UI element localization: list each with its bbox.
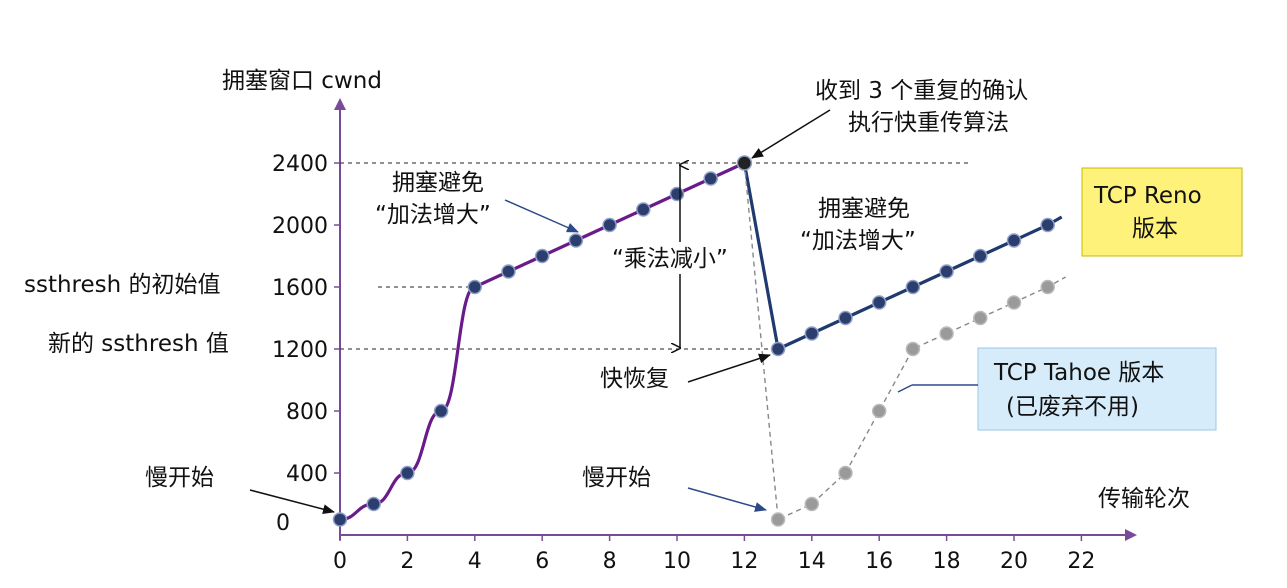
- y-tick-label: 2000: [272, 214, 328, 239]
- ca2-line1: 拥塞避免: [818, 196, 910, 222]
- series-line-2: [743, 162, 1067, 521]
- data-point: [736, 155, 753, 171]
- data-point: [939, 326, 954, 341]
- y-tick-label: 400: [286, 462, 328, 487]
- data-point: [703, 171, 718, 186]
- fast-recovery-arrow: [687, 353, 771, 383]
- data-point: [1040, 217, 1055, 233]
- dupack-line1: 收到 3 个重复的确认: [815, 78, 1028, 104]
- tahoe-box: [977, 347, 1217, 431]
- data-point: [501, 264, 516, 279]
- dupack-line2: 执行快重传算法: [848, 110, 1009, 136]
- slow-start-arrow-1: [249, 489, 335, 515]
- x-tick-label: 10: [663, 549, 691, 574]
- reference-lines: [340, 162, 972, 350]
- y-tick-label: 0: [276, 511, 290, 536]
- x-tick-label: 16: [865, 549, 893, 574]
- reno-line2: 版本: [1132, 216, 1178, 242]
- data-point: [939, 264, 954, 279]
- x-tick-label: 18: [933, 549, 961, 574]
- data-point: [602, 217, 617, 233]
- y-tick-label: 1200: [272, 338, 328, 363]
- y-axis-label: 拥塞窗口 cwnd: [222, 68, 382, 94]
- x-tick-label: 20: [1000, 549, 1028, 574]
- y-tick-label: 1600: [272, 276, 328, 301]
- data-point: [433, 403, 449, 419]
- data-point: [1006, 295, 1022, 310]
- ssthresh-new-label: 新的 ssthresh 值: [48, 331, 229, 357]
- slow-start-label-2: 慢开始: [582, 465, 651, 491]
- data-point: [905, 279, 921, 295]
- data-point: [905, 341, 921, 357]
- ca2-line2: “加法增大”: [800, 228, 916, 254]
- ssthresh-initial-label: ssthresh 的初始值: [24, 272, 221, 298]
- x-tick-label: 0: [333, 549, 347, 574]
- y-tick-label: 2400: [272, 152, 328, 177]
- data-point: [366, 496, 381, 512]
- slow-start-arrow-2: [687, 487, 767, 512]
- data-point: [838, 465, 853, 481]
- data-point: [400, 465, 415, 481]
- tahoe-line1: TCP Tahoe 版本: [993, 360, 1164, 386]
- reno-line1: TCP Reno: [1093, 183, 1202, 209]
- data-point: [973, 310, 988, 326]
- data-point: [534, 248, 550, 264]
- x-tick-label: 2: [400, 549, 414, 574]
- x-tick-label: 4: [468, 549, 482, 574]
- ca1-line2: “加法增大”: [375, 202, 491, 228]
- series-points: [332, 155, 1055, 527]
- x-tick-label: 8: [603, 549, 617, 574]
- data-point: [973, 248, 988, 264]
- slow-start-label-1: 慢开始: [145, 465, 214, 491]
- data-point: [332, 512, 348, 527]
- data-point: [804, 326, 820, 341]
- tahoe-line2: (已废弃不用): [1006, 394, 1139, 420]
- x-tick-label: 12: [730, 549, 758, 574]
- x-axis-label: 传输轮次: [1098, 486, 1190, 512]
- series-line-1: [742, 162, 1063, 352]
- data-point: [770, 512, 786, 527]
- x-ticks: 0 2 4 6 8 10 12 14 16 18 20 22: [333, 535, 1095, 574]
- data-point: [1006, 233, 1022, 248]
- data-point: [871, 295, 887, 310]
- y-ticks: 0 400 800 1200 1600 2000 2400: [272, 152, 340, 536]
- data-point: [636, 202, 651, 217]
- reno-box: [1081, 167, 1243, 257]
- dupack-arrow: [751, 109, 831, 159]
- data-point: [1040, 279, 1055, 295]
- data-point: [838, 310, 853, 326]
- fast-recovery-label: 快恢复: [600, 366, 669, 392]
- data-point: [669, 186, 685, 202]
- data-point: [770, 341, 786, 357]
- md-label-bg: [610, 242, 750, 274]
- x-tick-label: 6: [535, 549, 549, 574]
- y-tick-label: 800: [286, 400, 328, 425]
- data-point: [804, 496, 820, 512]
- x-tick-label: 22: [1067, 549, 1095, 574]
- data-point: [871, 403, 887, 419]
- data-point: [568, 233, 584, 248]
- md-label: “乘法减小”: [612, 246, 728, 272]
- tahoe-leader-line-diag: [897, 384, 913, 393]
- ca1-line1: 拥塞避免: [392, 170, 484, 196]
- x-tick-label: 14: [798, 549, 826, 574]
- data-point: [467, 279, 483, 295]
- ca1-arrow: [504, 199, 579, 233]
